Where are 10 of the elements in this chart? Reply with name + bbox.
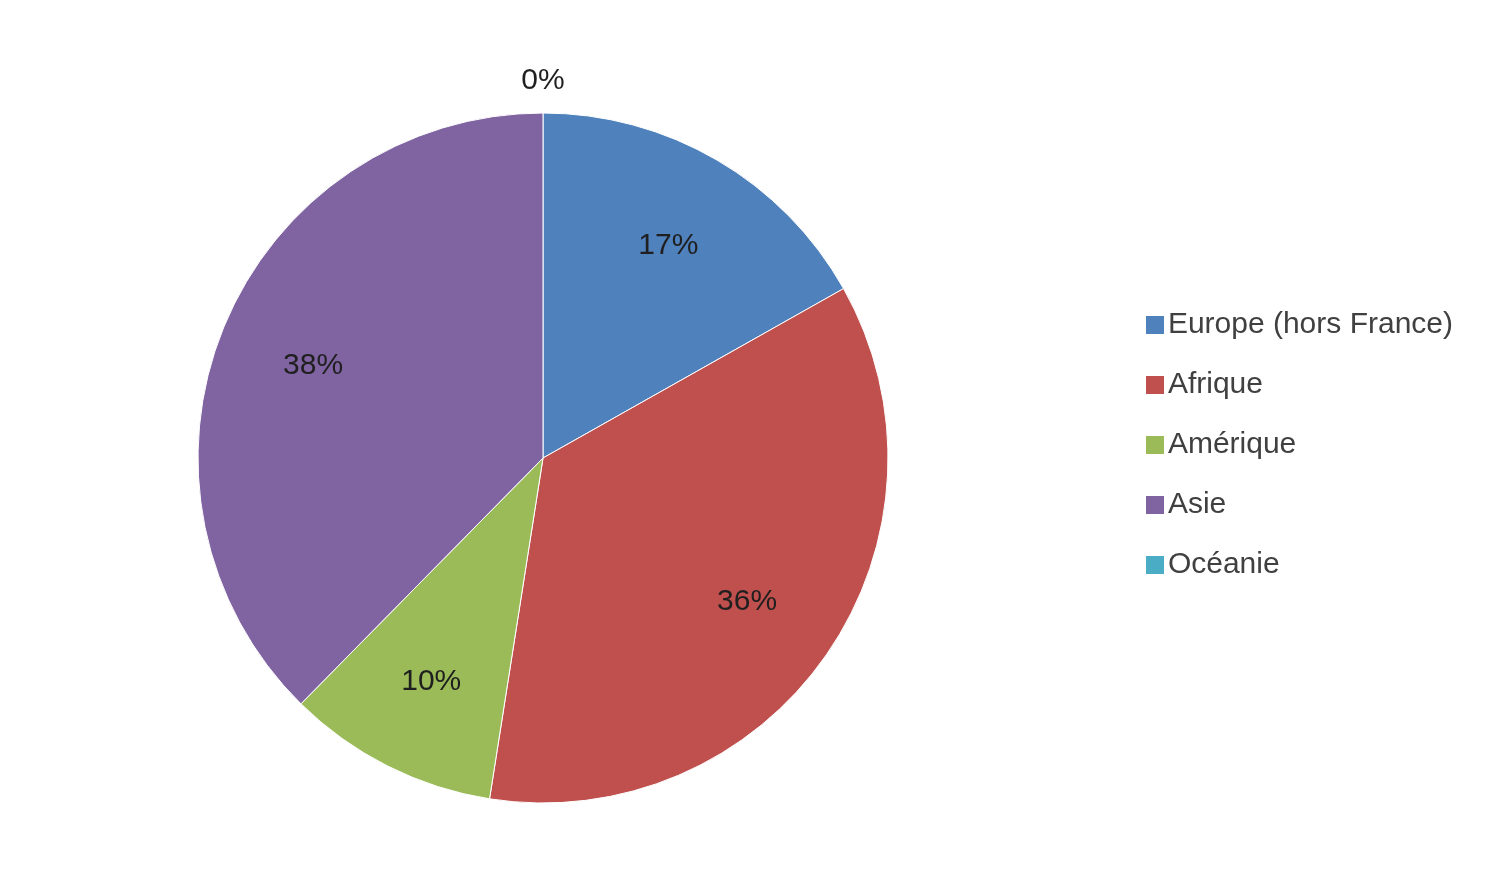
data-label: 17% xyxy=(638,227,699,261)
legend-label: Europe (hors France) xyxy=(1167,306,1453,339)
data-label: 10% xyxy=(401,663,462,697)
legend-label: Océanie xyxy=(1167,546,1280,579)
legend-label: Afrique xyxy=(1167,366,1263,399)
text: 0% xyxy=(521,61,565,95)
legend-label: Amérique xyxy=(1167,426,1297,459)
data-label: 36% xyxy=(717,583,778,617)
data-label: 38% xyxy=(283,347,344,381)
legend-label: Asie xyxy=(1167,486,1227,519)
